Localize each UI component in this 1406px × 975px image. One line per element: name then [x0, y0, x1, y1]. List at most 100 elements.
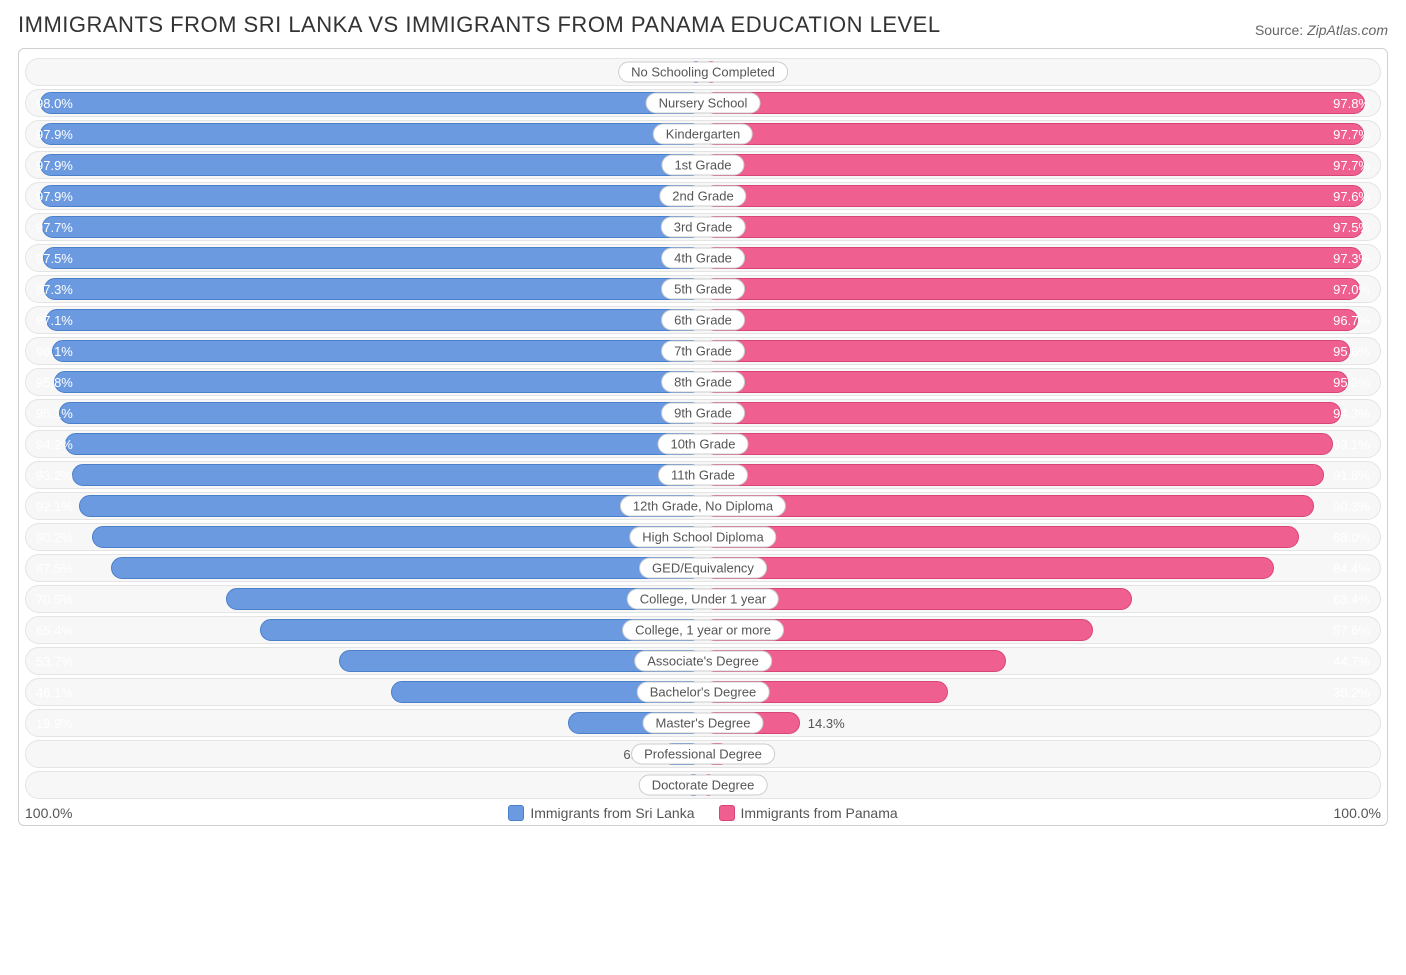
chart-row: 94.2% 93.1%10th Grade [25, 430, 1381, 458]
value-right: 57.6% [990, 617, 1380, 643]
chart-row: 2.8%1.6%Doctorate Degree [25, 771, 1381, 799]
axis-right-label: 100.0% [1334, 805, 1381, 821]
category-label: 10th Grade [657, 434, 748, 455]
chart-row: 90.2% 88.0% High School Diploma [25, 523, 1381, 551]
source-site: ZipAtlas.com [1307, 22, 1388, 38]
chart-row: 98.0% 97.8%Nursery School [25, 89, 1381, 117]
category-label: 2nd Grade [659, 186, 746, 207]
category-label: Professional Degree [631, 744, 775, 765]
value-left: 19.9% [26, 710, 161, 736]
category-label: Kindergarten [653, 124, 753, 145]
legend-label-left: Immigrants from Sri Lanka [530, 805, 694, 821]
chart-row: 97.3%97.0%5th Grade [25, 275, 1381, 303]
category-label: College, Under 1 year [627, 589, 779, 610]
value-right: 95.6% [733, 338, 1380, 364]
value-right: 91.8% [759, 462, 1381, 488]
chart-row: 53.7% 44.7% Associate's Degree [25, 647, 1381, 675]
diverging-bar-chart: 2.0%2.3%No Schooling Completed 98.0% 97.8%… [18, 48, 1388, 826]
value-right: 97.7% [719, 152, 1380, 178]
value-left: 70.5% [26, 586, 503, 612]
category-label: 9th Grade [661, 403, 745, 424]
value-left: 90.2% [26, 524, 637, 550]
value-right: 97.8% [718, 90, 1380, 116]
chart-row: 95.8% 95.2%8th Grade [25, 368, 1381, 396]
chart-row: 97.1% 96.7%6th Grade [25, 306, 1381, 334]
value-right: 93.1% [750, 431, 1380, 457]
value-right: 96.7% [725, 307, 1380, 333]
value-right: 97.3% [721, 245, 1380, 271]
value-left: 46.1% [26, 679, 338, 705]
category-label: College, 1 year or more [622, 620, 784, 641]
chart-row: 95.1% 94.3%9th Grade [25, 399, 1381, 427]
chart-row: 96.1% 95.6%7th Grade [25, 337, 1381, 365]
value-right: 95.2% [735, 369, 1380, 395]
chart-header: IMMIGRANTS FROM SRI LANKA VS IMMIGRANTS … [18, 12, 1388, 38]
value-right: 36.2% [1135, 679, 1380, 705]
chart-row: 97.9%97.7%Kindergarten [25, 120, 1381, 148]
value-left: 65.4% [26, 617, 469, 643]
value-left: 95.1% [26, 400, 670, 426]
legend-swatch-right [719, 805, 735, 821]
value-left: 97.3% [26, 276, 685, 302]
category-label: 1st Grade [661, 155, 744, 176]
chart-legend: Immigrants from Sri Lanka Immigrants fro… [72, 805, 1333, 821]
value-left: 93.2% [26, 462, 657, 488]
chart-row: 97.7%97.5%3rd Grade [25, 213, 1381, 241]
value-left: 97.7% [26, 214, 687, 240]
value-left: 87.5% [26, 555, 618, 581]
value-left: 97.9% [26, 152, 689, 178]
category-label: 11th Grade [658, 465, 748, 486]
category-label: High School Diploma [629, 527, 776, 548]
category-label: 7th Grade [661, 341, 745, 362]
category-label: GED/Equivalency [639, 558, 767, 579]
value-right: 88.0% [784, 524, 1380, 550]
value-left: 92.1% [26, 493, 650, 519]
category-label: Bachelor's Degree [637, 682, 770, 703]
value-left: 97.9% [26, 121, 689, 147]
category-label: 6th Grade [661, 310, 745, 331]
value-left: 94.2% [26, 431, 664, 457]
value-left: 53.7% [26, 648, 390, 674]
chart-title: IMMIGRANTS FROM SRI LANKA VS IMMIGRANTS … [18, 12, 941, 38]
source-label: Source: [1255, 22, 1307, 38]
chart-row: 65.4% 57.6% College, 1 year or more [25, 616, 1381, 644]
legend-item-right: Immigrants from Panama [719, 805, 898, 821]
legend-swatch-left [508, 805, 524, 821]
category-label: Doctorate Degree [639, 775, 768, 796]
chart-row: 19.9% 14.3% Master's Degree [25, 709, 1381, 737]
value-right: 94.3% [742, 400, 1380, 426]
value-left: 95.8% [26, 369, 675, 395]
chart-row: 87.5% 84.4% GED/Equivalency [25, 554, 1381, 582]
value-left: 97.9% [26, 183, 689, 209]
chart-row: 97.9% 97.6%2nd Grade [25, 182, 1381, 210]
category-label: Associate's Degree [634, 651, 772, 672]
chart-row: 46.1% 36.2% Bachelor's Degree [25, 678, 1381, 706]
value-right: 44.7% [1077, 648, 1380, 674]
value-left: 97.5% [26, 245, 686, 271]
value-right: 97.0% [723, 276, 1380, 302]
chart-footer: 100.0% Immigrants from Sri Lanka Immigra… [25, 805, 1381, 821]
category-label: 4th Grade [661, 248, 745, 269]
legend-item-left: Immigrants from Sri Lanka [508, 805, 694, 821]
category-label: 12th Grade, No Diploma [620, 496, 786, 517]
chart-row: 93.2% 91.8% 11th Grade [25, 461, 1381, 489]
chart-rows: 2.0%2.3%No Schooling Completed 98.0% 97.8%… [25, 58, 1381, 799]
category-label: Master's Degree [643, 713, 764, 734]
value-right: 84.4% [809, 555, 1380, 581]
chart-row: 70.5%63.4%College, Under 1 year [25, 585, 1381, 613]
chart-source: Source: ZipAtlas.com [1255, 22, 1388, 38]
value-right: 97.6% [719, 183, 1380, 209]
value-left: 98.0% [26, 90, 689, 116]
chart-row: 92.1% 90.3%12th Grade, No Diploma [25, 492, 1381, 520]
category-label: Nursery School [646, 93, 761, 114]
chart-row: 2.0%2.3%No Schooling Completed [25, 58, 1381, 86]
legend-label-right: Immigrants from Panama [741, 805, 898, 821]
chart-row: 97.9% 97.7%1st Grade [25, 151, 1381, 179]
value-right: 14.3% [800, 710, 853, 736]
value-left: 97.1% [26, 307, 683, 333]
axis-left-label: 100.0% [25, 805, 72, 821]
category-label: 8th Grade [661, 372, 745, 393]
value-right: 90.3% [769, 493, 1380, 519]
value-left: 96.1% [26, 338, 677, 364]
category-label: 3rd Grade [661, 217, 746, 238]
